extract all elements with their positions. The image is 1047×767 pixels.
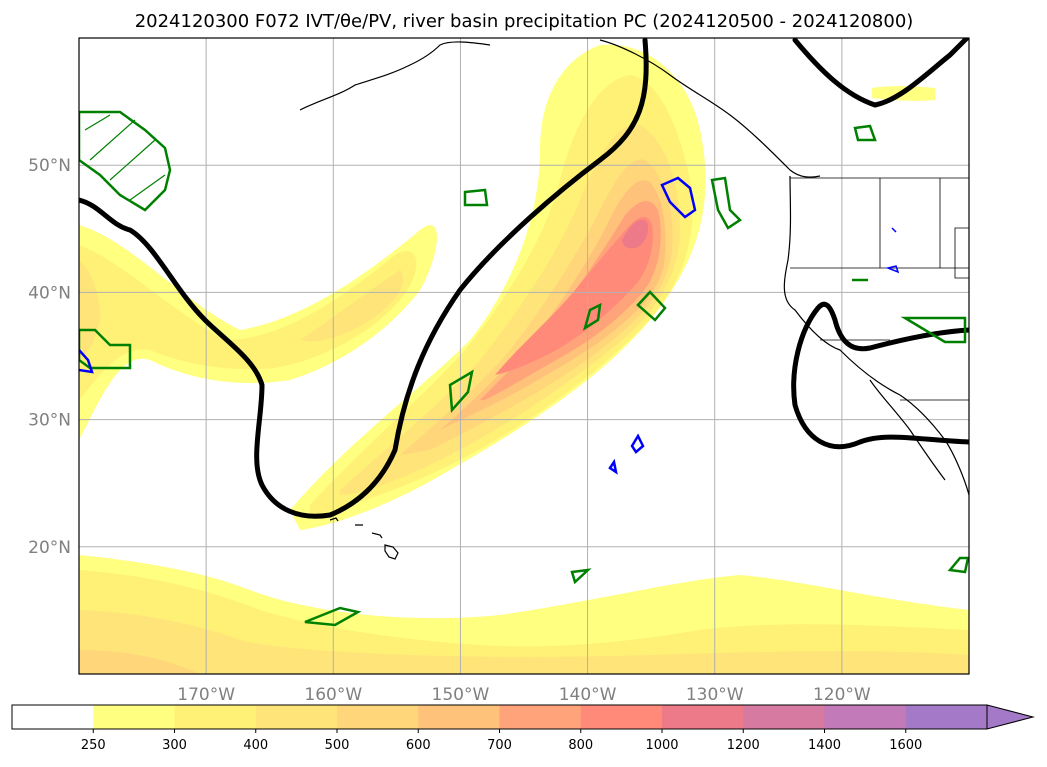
map-title: 2024120300 F072 IVT/θe/PV, river basin p… — [135, 11, 914, 32]
green-contour-10 — [947, 556, 969, 574]
ivt-fill-west-400 — [300, 270, 404, 342]
lon-tick-label: 170°W — [177, 685, 235, 705]
colorbar-swatch — [580, 705, 663, 729]
black-contour-east — [791, 301, 969, 450]
green-contour-6 — [853, 124, 877, 142]
colorbar-tick-label: 300 — [162, 738, 187, 753]
colorbar-swatch — [255, 705, 338, 729]
green-contour-7 — [900, 316, 967, 344]
colorbar-swatch — [662, 705, 744, 729]
longitude-labels: 170°W 160°W 150°W 140°W 130°W 120°W — [177, 685, 871, 705]
ivt-fill-south-400 — [79, 610, 969, 674]
lon-tick-label: 140°W — [559, 685, 617, 705]
hawaii-islands — [329, 517, 399, 560]
colorbar-tick-label: 1000 — [645, 738, 678, 753]
ivt-fill-1000 — [622, 219, 648, 249]
blue-contour-5 — [885, 227, 900, 274]
lat-tick-label: 20°N — [28, 538, 71, 558]
colorbar-tick-label: 600 — [406, 738, 431, 753]
green-contour-w — [79, 328, 132, 370]
state-borders — [790, 177, 969, 401]
black-contour-main — [79, 38, 649, 519]
black-contour-north — [792, 38, 969, 108]
green-contour-nw-hatch — [84, 114, 166, 201]
green-contour-4 — [636, 290, 667, 322]
ivt-fill-800 — [495, 216, 653, 375]
ivt-fill-south-300 — [79, 570, 969, 674]
colorbar-tick-label: 700 — [487, 738, 512, 753]
colorbar-tick-label: 1600 — [889, 738, 922, 753]
green-contour-1 — [463, 188, 489, 207]
ivt-fill-west-250 — [79, 225, 437, 440]
map-panel — [78, 37, 970, 675]
gridlines — [79, 38, 969, 674]
map-frame — [78, 37, 970, 675]
colorbar-tick-label: 500 — [325, 738, 350, 753]
coastline-alaska — [299, 39, 821, 178]
coastline-baja — [869, 379, 946, 481]
lat-tick-label: 40°N — [28, 283, 71, 303]
blue-contour-1 — [660, 176, 697, 219]
lon-tick-label: 120°W — [813, 685, 871, 705]
colorbar-swatch — [174, 705, 257, 729]
ivt-fill-south-500 — [79, 650, 200, 674]
lat-tick-label: 30°N — [28, 411, 71, 431]
pv-contours — [79, 110, 969, 627]
colorbar-swatch — [824, 705, 907, 729]
colorbar-extend-arrow — [986, 704, 1035, 730]
latitude-labels: 50°N 40°N 30°N 20°N — [28, 156, 71, 558]
lat-tick-label: 50°N — [28, 156, 71, 176]
colorbar-swatch — [12, 705, 94, 729]
colorbar-tick-label: 1400 — [808, 738, 841, 753]
colorbar-swatch — [418, 705, 500, 729]
colorbar — [11, 704, 1035, 733]
blue-contour-2 — [630, 433, 645, 454]
ivt-fill-400 — [340, 124, 680, 496]
green-contour-2 — [448, 369, 474, 414]
green-contour-nw — [79, 110, 172, 212]
green-contour-8 — [304, 606, 362, 627]
green-contour-9 — [570, 568, 592, 585]
colorbar-swatch — [743, 705, 825, 729]
colorbar-swatch — [337, 705, 419, 729]
blue-contour-4 — [79, 349, 94, 374]
blue-contour-3 — [608, 458, 618, 475]
lon-tick-label: 160°W — [304, 685, 362, 705]
colorbar-labels: 250 300 400 500 600 700 800 1000 1200 1400 1600 — [81, 738, 922, 753]
lon-tick-label: 130°W — [686, 685, 744, 705]
colorbar-swatch — [499, 705, 582, 729]
green-contour-5 — [710, 176, 742, 230]
ivt-fill-west-400b — [79, 260, 100, 360]
colorbar-tick-label: 800 — [568, 738, 593, 753]
lon-tick-label: 150°W — [432, 685, 490, 705]
colorbar-swatch — [905, 705, 988, 729]
colorbar-tick-label: 400 — [243, 738, 268, 753]
colorbar-tick-label: 1200 — [727, 738, 760, 753]
ivt-shading — [79, 44, 969, 674]
colorbar-tick-label: 250 — [81, 738, 106, 753]
green-contour-3 — [582, 302, 602, 331]
theta-e-contours — [79, 38, 969, 519]
colorbar-swatch — [93, 705, 175, 729]
